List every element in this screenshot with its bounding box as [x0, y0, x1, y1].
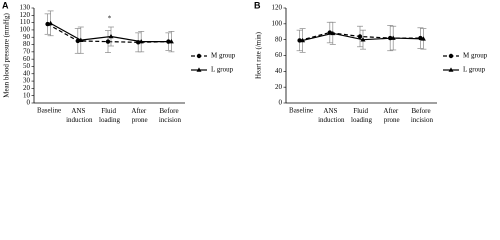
y-tick-label: 20 [275, 83, 283, 91]
x-tick-label: Before incision [159, 107, 182, 124]
point [45, 21, 50, 27]
y-tick-label: 80 [23, 40, 31, 48]
y-tick-label: 100 [20, 26, 31, 34]
y-tick-label: 20 [23, 84, 31, 92]
point [357, 34, 363, 39]
point [48, 20, 54, 26]
point [196, 53, 202, 59]
x-tick-label: ANS induction [318, 107, 345, 124]
point [78, 37, 84, 42]
point [300, 37, 306, 43]
y-tick-label: 10 [23, 91, 31, 99]
y-tick-label: 60 [23, 55, 31, 63]
panel-title: A [2, 0, 9, 10]
legend-label: M group [463, 52, 488, 60]
point [75, 38, 81, 44]
point [420, 36, 426, 41]
point [360, 37, 366, 42]
x-tick-label: Fluid loading [99, 107, 120, 124]
x-tick-label: After prone [131, 107, 148, 124]
point [105, 39, 111, 44]
x-tick-label: Before incision [411, 107, 434, 124]
annotation: * [108, 15, 112, 23]
point [168, 39, 174, 44]
x-tick-label: Fluid loading [351, 107, 372, 124]
y-axis-label: Heart rate (/min) [255, 31, 263, 79]
point [448, 53, 454, 59]
x-tick-label: Baseline [289, 107, 313, 115]
y-tick-label: 100 [272, 19, 283, 27]
y-tick-label: 130 [20, 4, 31, 12]
legend-label: M group [211, 52, 236, 60]
y-tick-label: 70 [23, 47, 31, 55]
x-tick-label: Baseline [37, 107, 61, 115]
y-tick-label: 110 [20, 18, 31, 26]
y-tick-label: 40 [275, 67, 283, 75]
y-tick-label: 120 [272, 4, 283, 12]
y-tick-label: 60 [275, 51, 283, 59]
y-tick-label: 50 [23, 62, 31, 70]
point [138, 39, 144, 44]
y-tick-label: 0 [279, 99, 283, 107]
point [108, 33, 114, 39]
y-axis-label: Mean blood pressure (mmHg) [3, 13, 11, 98]
point [390, 35, 396, 40]
legend-label: L group [463, 66, 486, 74]
point [448, 67, 454, 72]
y-tick-label: 90 [23, 33, 31, 41]
panel-title: B [254, 0, 261, 10]
point [330, 30, 336, 36]
y-tick-label: 30 [23, 77, 31, 85]
y-tick-label: 40 [23, 69, 31, 77]
x-tick-label: After prone [383, 107, 400, 124]
legend-label: L group [211, 66, 234, 74]
y-tick-label: 0 [27, 99, 31, 107]
point [196, 67, 202, 72]
y-tick-label: 80 [275, 35, 283, 43]
x-tick-label: ANS induction [66, 107, 93, 124]
y-tick-label: 120 [20, 11, 31, 19]
